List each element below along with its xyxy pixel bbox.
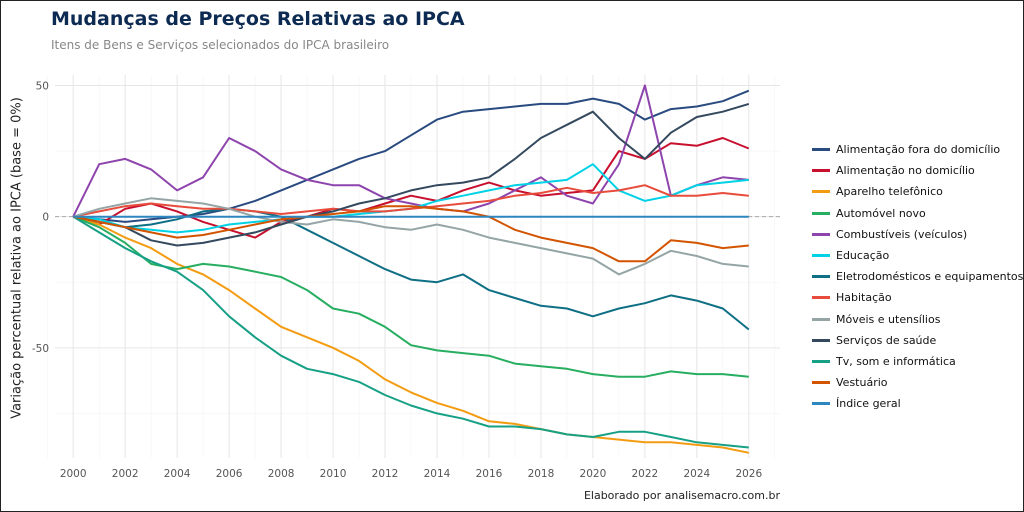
legend-item: Aparelho telefônico	[812, 181, 1023, 202]
legend-swatch	[812, 296, 830, 300]
legend-item: Educação	[812, 245, 1023, 266]
legend-swatch	[812, 148, 830, 152]
legend-swatch	[812, 254, 830, 258]
legend-swatch	[812, 338, 830, 342]
legend-label: Eletrodomésticos e equipamentos	[836, 270, 1024, 284]
series-line	[72, 84, 749, 218]
legend-swatch	[812, 402, 830, 406]
series-line	[73, 205, 749, 263]
x-tick-label: 2014	[424, 468, 451, 480]
legend-item: Habitação	[812, 287, 1023, 308]
x-tick-label: 2002	[112, 468, 139, 480]
legend-item: Automóvel novo	[812, 203, 1023, 224]
legend-swatch	[812, 169, 830, 173]
legend-label: Educação	[836, 249, 890, 263]
legend-item: Alimentação fora do domicílio	[812, 139, 1023, 160]
legend-label: Combustíveis (veículos)	[836, 227, 968, 241]
legend-swatch	[812, 211, 830, 215]
chart-caption: Elaborado por analisemacro.com.br	[583, 489, 780, 502]
legend-label: Vestuário	[836, 376, 888, 390]
legend-label: Serviços de saúde	[836, 333, 937, 347]
legend-swatch	[812, 190, 830, 194]
chart-title: Mudanças de Preços Relativas ao IPCA	[51, 8, 465, 30]
x-tick-label: 2012	[372, 468, 399, 480]
series-line	[73, 184, 749, 218]
legend-item: Móveis e utensílios	[812, 309, 1023, 330]
legend-item: Eletrodomésticos e equipamentos	[812, 266, 1023, 287]
legend-swatch	[812, 317, 830, 321]
legend-item: Vestuário	[812, 372, 1023, 393]
series-line	[72, 137, 750, 239]
legend-swatch	[812, 232, 830, 236]
legend-label: Aparelho telefônico	[836, 185, 943, 199]
series-line	[72, 215, 749, 378]
x-tick-label: 2010	[320, 468, 347, 480]
legend-item: Combustíveis (veículos)	[812, 224, 1023, 245]
series-line	[72, 197, 749, 276]
x-tick-label: 2022	[632, 468, 659, 480]
chart-subtitle: Itens de Bens e Serviços selecionados do…	[51, 38, 390, 52]
y-tick-label: -50	[32, 343, 49, 355]
series-line	[73, 102, 750, 247]
series-line	[72, 215, 749, 449]
legend-label: Tv, som e informática	[836, 354, 956, 368]
x-tick-label: 2024	[683, 468, 710, 480]
x-tick-label: 2006	[216, 468, 243, 480]
x-tick-label: 2008	[268, 468, 295, 480]
x-tick-label: 2016	[476, 468, 503, 480]
legend-label: Automóvel novo	[836, 206, 926, 220]
legend-label: Índice geral	[836, 397, 901, 411]
legend-item: Índice geral	[812, 393, 1023, 414]
legend-label: Móveis e utensílios	[836, 312, 941, 326]
legend-item: Tv, som e informática	[812, 351, 1023, 372]
legend-swatch	[812, 359, 830, 363]
x-tick-label: 2004	[164, 468, 191, 480]
legend-label: Alimentação no domicílio	[836, 164, 975, 178]
legend: Alimentação fora do domicílio Alimentação…	[812, 139, 1023, 414]
legend-swatch	[812, 275, 830, 279]
legend-label: Habitação	[836, 291, 892, 305]
y-tick-label: 0	[42, 212, 49, 224]
legend-item: Alimentação no domicílio	[812, 160, 1023, 181]
x-tick-label: 2018	[528, 468, 555, 480]
legend-item: Serviços de saúde	[812, 330, 1023, 351]
legend-label: Alimentação fora do domicílio	[836, 143, 1001, 157]
x-tick-label: 2000	[60, 468, 87, 480]
x-tick-label: 2026	[735, 468, 762, 480]
legend-swatch	[812, 381, 830, 385]
y-tick-label: 50	[36, 80, 49, 92]
x-tick-label: 2020	[580, 468, 607, 480]
